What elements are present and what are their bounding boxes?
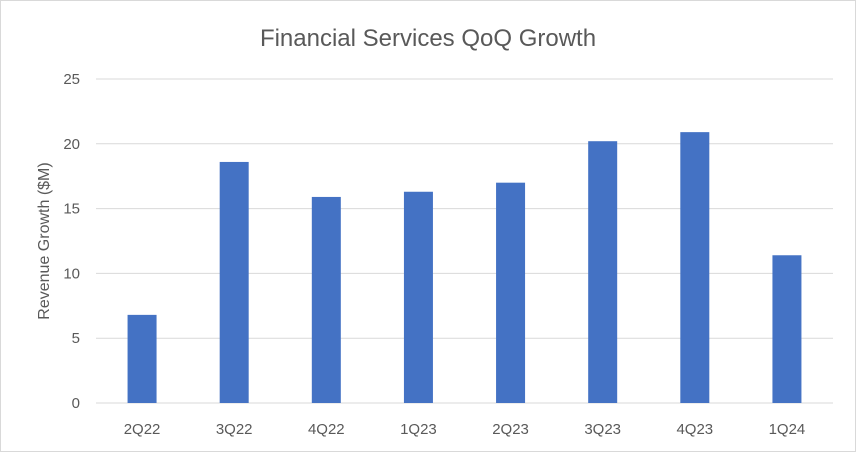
- y-tick-label: 20: [63, 136, 80, 153]
- y-tick-label: 25: [63, 71, 80, 88]
- x-tick-label: 2Q22: [124, 421, 161, 438]
- bar-4q22: [311, 196, 341, 403]
- gridlines: [96, 78, 833, 404]
- bar-2q23: [496, 182, 526, 403]
- bar-3q23: [588, 141, 618, 403]
- bar-1q24: [772, 255, 802, 403]
- x-tick-label: 3Q23: [584, 421, 621, 438]
- bars: [127, 132, 802, 404]
- bar-3q22: [219, 161, 249, 403]
- y-axis-ticks: 0 5 10 15 20 25: [63, 71, 80, 412]
- x-axis-ticks: 2Q22 3Q22 4Q22 1Q23 2Q23 3Q23 4Q23 1Q24: [124, 421, 806, 438]
- y-tick-label: 15: [63, 201, 80, 218]
- y-axis-label: Revenue Growth ($M): [36, 162, 53, 319]
- chart-title: Financial Services QoQ Growth: [260, 25, 596, 52]
- bar-2q22: [127, 314, 157, 403]
- x-tick-label: 1Q23: [400, 421, 437, 438]
- x-tick-label: 3Q22: [216, 421, 253, 438]
- y-tick-label: 5: [72, 330, 80, 347]
- bar-1q23: [403, 191, 433, 403]
- bar-4q23: [680, 132, 710, 404]
- x-tick-label: 1Q24: [769, 421, 806, 438]
- y-tick-label: 0: [72, 395, 80, 412]
- y-tick-label: 10: [63, 265, 80, 282]
- x-tick-label: 2Q23: [492, 421, 529, 438]
- x-tick-label: 4Q23: [676, 421, 713, 438]
- x-tick-label: 4Q22: [308, 421, 345, 438]
